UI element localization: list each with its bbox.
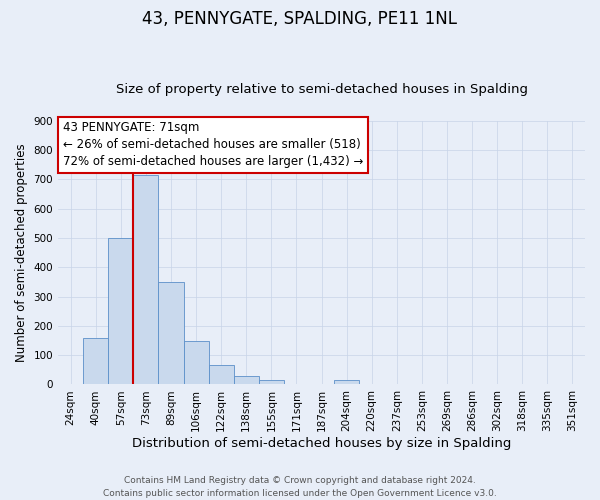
Bar bbox=[158, 282, 184, 384]
Text: 43, PENNYGATE, SPALDING, PE11 1NL: 43, PENNYGATE, SPALDING, PE11 1NL bbox=[143, 10, 458, 28]
Bar bbox=[184, 340, 209, 384]
Text: Contains HM Land Registry data © Crown copyright and database right 2024.
Contai: Contains HM Land Registry data © Crown c… bbox=[103, 476, 497, 498]
Bar bbox=[83, 338, 108, 384]
Bar bbox=[108, 238, 133, 384]
Bar bbox=[133, 175, 158, 384]
Y-axis label: Number of semi-detached properties: Number of semi-detached properties bbox=[15, 144, 28, 362]
X-axis label: Distribution of semi-detached houses by size in Spalding: Distribution of semi-detached houses by … bbox=[132, 437, 511, 450]
Bar bbox=[209, 366, 233, 384]
Bar bbox=[259, 380, 284, 384]
Bar bbox=[334, 380, 359, 384]
Text: 43 PENNYGATE: 71sqm
← 26% of semi-detached houses are smaller (518)
72% of semi-: 43 PENNYGATE: 71sqm ← 26% of semi-detach… bbox=[63, 122, 364, 168]
Bar bbox=[233, 376, 259, 384]
Title: Size of property relative to semi-detached houses in Spalding: Size of property relative to semi-detach… bbox=[116, 83, 527, 96]
